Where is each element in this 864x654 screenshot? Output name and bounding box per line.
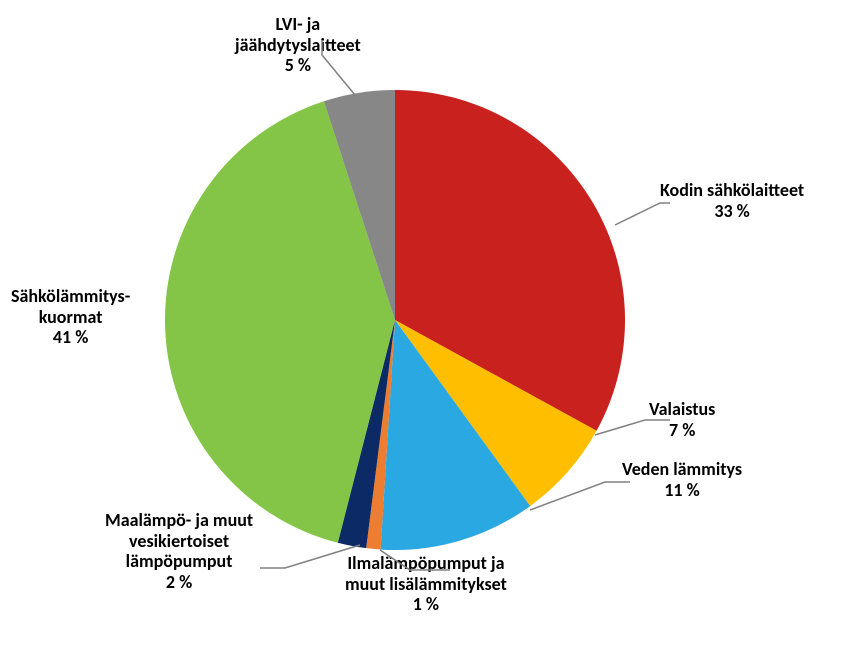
slice-label-6: LVI- jajäähdytyslaitteet5 % [235, 14, 361, 76]
pie-chart-container: Kodin sähkölaitteet33 % Valaistus7 % Veden… [0, 0, 864, 654]
slice-label-5: Sähkölämmitys-kuormat41 % [11, 286, 130, 348]
slice-label-0: Kodin sähkölaitteet33 % [660, 180, 804, 221]
slice-label-1: Valaistus7 % [649, 399, 715, 440]
slice-label-2: Veden lämmitys11 % [622, 459, 742, 500]
slice-label-4: Maalämpö- ja muutvesikiertoisetlämpöpump… [105, 510, 253, 593]
slice-label-3: Ilmalämpöpumput jamuut lisälämmitykset1 … [345, 553, 507, 615]
